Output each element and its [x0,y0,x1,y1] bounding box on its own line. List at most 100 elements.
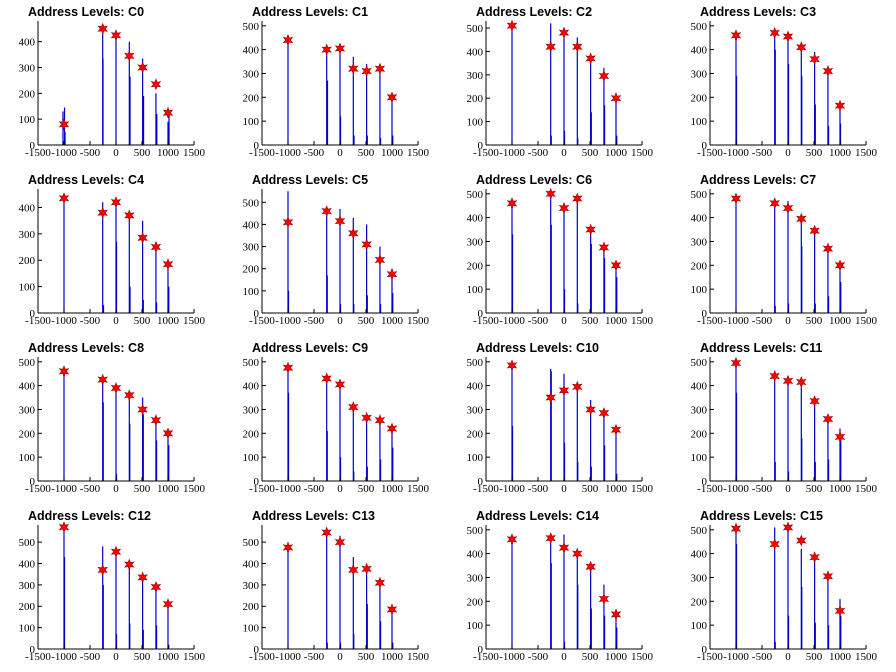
chart-bar [590,466,592,481]
y-tick-label: 300 [19,404,36,416]
chart-marker [348,227,359,240]
chart-bar [827,125,830,145]
x-tick-label: 0 [113,483,119,495]
x-tick-label: -1500 [473,147,499,159]
chart-bar [392,135,394,145]
chart-marker [506,19,518,32]
x-tick-label: -500 [304,147,325,159]
y-tick-label: 300 [243,68,260,80]
chart-marker [162,427,174,440]
x-tick-label: 500 [582,315,599,327]
chart-bar [840,615,842,649]
chart-panel: 0 100 200 300 400 500 -1500 -1000 -500 0 500 1000 15… [224,504,448,672]
x-tick-label: -500 [80,315,101,327]
x-tick-label: 500 [134,315,151,327]
y-tick-label: 500 [19,357,36,369]
y-tick-label: 500 [691,525,708,537]
y-tick-label: 0 [702,140,708,152]
chart-bar [563,289,566,313]
chart-bar [379,459,382,481]
y-tick-label: 400 [243,558,260,570]
chart-bar [563,28,565,145]
x-tick-label: 1500 [855,651,878,663]
chart-marker [545,40,556,53]
chart-bar [827,246,829,313]
chart-marker [822,242,834,255]
y-tick-label: 500 [691,357,708,369]
chart-panel: 0 100 200 300 400 500 -1500 -1000 -500 0 500 1000 15… [224,336,448,504]
x-tick-label: 500 [358,651,375,663]
x-tick-label: 0 [561,651,567,663]
x-tick-label: 1500 [631,315,654,327]
chart-panel: 0 100 200 300 400 500 -1500 -1000 -500 0 500 1000 15… [672,168,896,336]
chart-bar [590,608,592,649]
x-tick-label: 1000 [605,651,628,663]
chart-bar [129,423,131,481]
chart-marker [137,403,148,416]
y-tick-label: 100 [243,452,260,464]
y-tick-label: 100 [467,284,484,296]
y-tick-label: 100 [243,116,260,128]
x-tick-label: 0 [337,315,343,327]
y-tick-label: 400 [19,202,36,214]
x-tick-label: 1000 [829,315,852,327]
chart-marker [730,356,742,369]
chart-bar [326,80,329,145]
chart-bar [168,445,170,481]
x-tick-label: 1500 [855,147,878,159]
chart-title: Address Levels: C13 [252,509,375,523]
chart-bar [62,111,64,145]
y-tick-label: 100 [19,452,36,464]
x-tick-label: 0 [785,651,791,663]
chart-bar [814,622,816,649]
chart-marker [137,231,148,244]
chart-bar [366,466,368,481]
chart-marker [334,42,346,55]
chart-bar [603,67,605,145]
chart-bar [287,392,290,481]
chart-bar [353,634,355,649]
chart-bar [577,137,579,145]
chart-bar [168,286,170,313]
chart-bar [391,94,393,145]
chart-marker [97,206,108,219]
x-tick-label: -500 [752,315,773,327]
chart-bar [801,438,803,481]
chart-bar [142,299,144,313]
y-tick-label: 500 [467,189,484,201]
chart-bar [326,376,328,481]
chart-bar [168,644,170,649]
chart-panel: 0 100 200 300 400 500 -1500 -1000 -500 0 500 1000 15… [0,336,224,504]
chart-marker [796,212,807,225]
x-tick-label: 500 [358,315,375,327]
chart-bar [102,402,104,481]
chart-title: Address Levels: C5 [252,173,369,187]
x-tick-label: 1000 [829,483,852,495]
chart-marker [822,65,834,78]
chart-bar [511,361,513,481]
x-tick-label: 1000 [157,147,180,159]
y-tick-label: 0 [254,308,260,320]
chart-bar [840,435,842,481]
y-tick-label: 200 [467,428,484,440]
chart-marker [150,414,162,427]
chart-panel: 0 100 200 300 400 500 -1500 -1000 -500 0 500 1000 15… [672,504,896,672]
y-tick-label: 0 [30,140,36,152]
chart-bar [827,459,830,481]
y-tick-label: 500 [691,189,708,201]
chart-bar [827,625,830,649]
chart-bar [615,613,617,649]
chart-bar [603,615,606,649]
chart-marker [374,414,386,427]
chart-bar [155,241,157,313]
x-tick-label: -500 [752,651,773,663]
chart-svg: 0 100 200 300 400 500 -1500 -1000 -500 0 500 1000 15… [19,521,206,663]
chart-bar [563,203,565,313]
chart-bar [563,534,565,649]
x-tick-label: 500 [806,147,823,159]
chart-marker [782,521,794,534]
x-tick-label: 0 [337,147,343,159]
chart-bar [287,546,289,649]
chart-title: Address Levels: C11 [700,341,823,355]
x-tick-label: 0 [337,651,343,663]
